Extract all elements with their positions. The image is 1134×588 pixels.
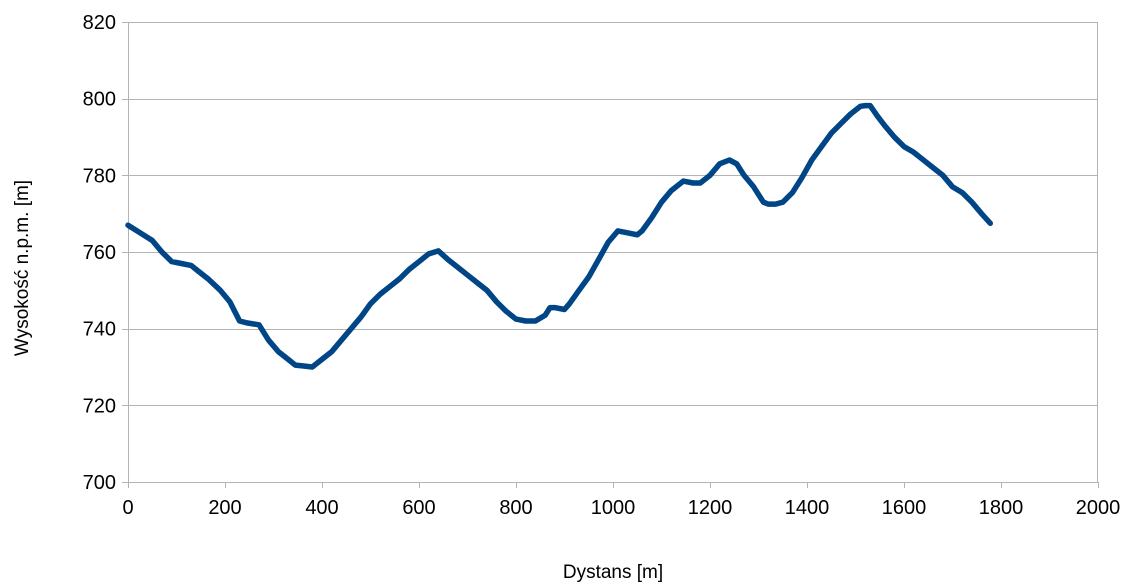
x-tick-label: 400 [305, 497, 338, 519]
y-tick-label: 800 [83, 89, 116, 111]
y-tick-label: 780 [83, 165, 116, 187]
x-tick-label: 2000 [1076, 497, 1121, 519]
x-tick-label: 200 [208, 497, 241, 519]
gridlines [128, 22, 1098, 483]
y-tick-label: 700 [83, 472, 116, 494]
x-tick-label: 600 [402, 497, 435, 519]
x-tick-label: 1000 [591, 497, 636, 519]
y-tick-label: 720 [83, 395, 116, 417]
axes [122, 22, 1099, 488]
x-tick-label: 1400 [785, 497, 830, 519]
elevation-series-line [125, 102, 994, 370]
x-tick-labels: 0 200 400 600 800 1000 1200 1400 1600 1800 2000 [122, 497, 1120, 519]
y-axis-title: Wysokość n.p.m. [m] [12, 180, 33, 356]
series-group [125, 102, 994, 370]
x-tick-label: 800 [499, 497, 532, 519]
x-tick-label: 1200 [688, 497, 733, 519]
y-tick-label: 740 [83, 319, 116, 341]
y-tick-label: 760 [83, 242, 116, 264]
x-axis-title: Dystans [m] [563, 562, 663, 583]
y-tick-label: 820 [83, 12, 116, 34]
x-tick-label: 0 [122, 497, 133, 519]
x-tick-label: 1800 [979, 497, 1024, 519]
y-tick-labels: 700 720 740 760 780 800 820 [83, 12, 116, 494]
x-tick-label: 1600 [882, 497, 927, 519]
